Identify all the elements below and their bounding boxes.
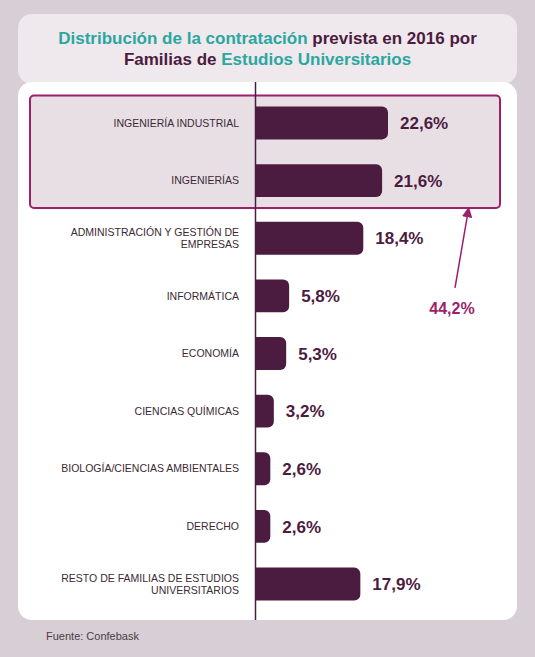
highlight-box xyxy=(30,96,500,208)
title-part: contratación xyxy=(201,29,308,48)
tick: BIOLOGÍA/CIENCIAS AMBIENTALES xyxy=(61,462,239,474)
title-part: Universitarios xyxy=(293,50,411,69)
title-part: Familias xyxy=(124,50,192,69)
bar xyxy=(255,337,286,370)
annotation: 44,2% xyxy=(429,300,474,317)
tick-label-line: ECONOMÍA xyxy=(182,347,239,359)
tick-label-line: RESTO DE FAMILIAS DE ESTUDIOS xyxy=(61,572,239,584)
tick: ECONOMÍA xyxy=(182,347,239,359)
title-part: la xyxy=(182,29,201,48)
bar xyxy=(255,107,388,140)
background xyxy=(0,0,535,657)
tick-label: INGENIERÍAS xyxy=(171,174,239,186)
title-part: por xyxy=(445,29,477,48)
tick-label: RESTO DE FAMILIAS DE ESTUDIOSUNIVERSITAR… xyxy=(61,572,239,596)
tick-label-line: INGENIERÍA INDUSTRIAL xyxy=(114,117,240,129)
bar xyxy=(255,568,360,601)
tick-label: ECONOMÍA xyxy=(182,347,239,359)
tick-label-line: BIOLOGÍA/CIENCIAS AMBIENTALES xyxy=(61,462,239,474)
annotation-arrow xyxy=(455,212,468,288)
data-label: 3,2% xyxy=(286,402,325,421)
title-part: Estudios xyxy=(216,50,293,69)
bar xyxy=(255,395,274,428)
tick: RESTO DE FAMILIAS DE ESTUDIOSUNIVERSITAR… xyxy=(61,572,239,596)
data-label: 22,6% xyxy=(400,114,448,133)
data-label: 21,6% xyxy=(394,172,442,191)
data-label: 5,3% xyxy=(298,345,337,364)
tick: CIENCIAS QUÍMICAS xyxy=(135,405,239,417)
source: Fuente: Confebask xyxy=(46,630,139,642)
bar xyxy=(255,279,289,312)
tick-label-line: ADMINISTRACIÓN Y GESTIÓN DE xyxy=(71,226,239,238)
tick-label-line: INGENIERÍAS xyxy=(171,174,239,186)
tick-label-line: INFORMÁTICA xyxy=(167,290,239,302)
tick: INGENIERÍA INDUSTRIAL xyxy=(114,117,240,129)
tick-label-line: CIENCIAS QUÍMICAS xyxy=(135,405,239,417)
title-part: de xyxy=(192,50,217,69)
tick-label: DERECHO xyxy=(186,520,239,532)
title-part: de xyxy=(157,29,182,48)
title-panel xyxy=(18,14,517,84)
tick: DERECHO xyxy=(186,520,239,532)
bar xyxy=(255,222,363,255)
title-part: 2016 xyxy=(402,29,445,48)
chart: Distribución de la contratación prevista… xyxy=(0,0,535,657)
data-label: 17,9% xyxy=(372,575,420,594)
y-axis: INGENIERÍA INDUSTRIAL INGENIERÍAS ADMINIST… xyxy=(61,82,255,620)
title-part: prevista xyxy=(308,29,378,48)
plot-panel xyxy=(18,82,517,620)
data-label: 5,8% xyxy=(301,287,340,306)
bar xyxy=(255,164,382,197)
title: Distribución de la contratación prevista… xyxy=(58,29,477,69)
tick: INGENIERÍAS xyxy=(171,174,239,186)
plot: INGENIERÍA INDUSTRIAL INGENIERÍAS ADMINIST… xyxy=(61,82,448,620)
tick-label: ADMINISTRACIÓN Y GESTIÓN DEEMPRESAS xyxy=(71,226,239,250)
data-labels: 22,6% 21,6% 18,4% 5,8% 5,3% 3,2% 2,6% 2,6% 17,9% xyxy=(282,114,448,594)
tick-label-line: UNIVERSITARIOS xyxy=(151,584,239,596)
tick-label: INGENIERÍA INDUSTRIAL xyxy=(114,117,240,129)
data-label: 2,6% xyxy=(282,518,321,537)
bar xyxy=(255,452,270,485)
tick: ADMINISTRACIÓN Y GESTIÓN DEEMPRESAS xyxy=(71,226,239,250)
title-part: Distribución xyxy=(58,29,157,48)
title-part: en xyxy=(378,29,403,48)
tick-label: INFORMÁTICA xyxy=(167,290,239,302)
tick-label: BIOLOGÍA/CIENCIAS AMBIENTALES xyxy=(61,462,239,474)
axis-line xyxy=(255,82,257,620)
bar xyxy=(255,510,270,543)
tick: INFORMÁTICA xyxy=(167,290,239,302)
data-label: 18,4% xyxy=(375,229,423,248)
tick-label-line: EMPRESAS xyxy=(181,238,239,250)
data-label: 2,6% xyxy=(282,460,321,479)
tick-label: CIENCIAS QUÍMICAS xyxy=(135,405,239,417)
tick-label-line: DERECHO xyxy=(186,520,239,532)
bars xyxy=(255,107,388,601)
